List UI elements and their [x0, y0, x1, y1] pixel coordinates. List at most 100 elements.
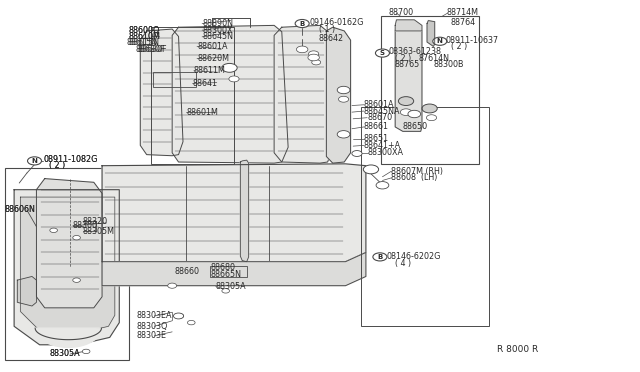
Text: 88615N: 88615N: [126, 38, 157, 47]
Text: 88305M: 88305M: [83, 227, 115, 235]
Text: 88680: 88680: [211, 263, 236, 272]
Text: 88606N: 88606N: [4, 205, 35, 215]
Text: 88650: 88650: [403, 122, 428, 131]
Circle shape: [168, 283, 177, 288]
Bar: [153, 71, 196, 87]
Circle shape: [364, 165, 379, 174]
Circle shape: [308, 54, 319, 61]
Circle shape: [376, 49, 390, 57]
Text: 88610M: 88610M: [129, 32, 161, 41]
Text: 88670: 88670: [367, 113, 392, 122]
Circle shape: [222, 63, 237, 72]
Text: 87614N: 87614N: [419, 54, 450, 63]
Text: ( 2 ): ( 2 ): [395, 54, 412, 63]
Bar: [381, 16, 479, 164]
Bar: [211, 266, 247, 277]
Circle shape: [83, 349, 90, 354]
Bar: [151, 27, 234, 164]
Circle shape: [373, 253, 387, 261]
Text: ( 2 ): ( 2 ): [49, 161, 65, 170]
Circle shape: [408, 110, 420, 118]
Bar: [362, 107, 489, 326]
Text: ( 1 ): ( 1 ): [319, 25, 335, 33]
Text: 88305A: 88305A: [50, 350, 81, 359]
Text: 88651: 88651: [364, 134, 389, 143]
Circle shape: [398, 97, 413, 106]
Text: 88300XA: 88300XA: [368, 148, 404, 157]
Text: 08911-1082G: 08911-1082G: [44, 155, 98, 164]
Text: 08911-1082G: 08911-1082G: [44, 155, 98, 164]
Polygon shape: [395, 20, 422, 31]
Circle shape: [337, 131, 350, 138]
Text: 88303E: 88303E: [136, 331, 166, 340]
Text: 88641+A: 88641+A: [364, 141, 401, 150]
Text: 88764: 88764: [451, 18, 476, 27]
Text: 88608  (LH): 88608 (LH): [392, 173, 438, 182]
Text: ( 4 ): ( 4 ): [395, 259, 412, 268]
Circle shape: [422, 104, 437, 113]
Text: N: N: [437, 38, 443, 44]
Text: 88645NA: 88645NA: [364, 106, 401, 116]
Text: 88660: 88660: [175, 267, 200, 276]
Circle shape: [339, 96, 349, 102]
Circle shape: [229, 76, 239, 82]
Text: 88600Q: 88600Q: [129, 26, 160, 35]
Text: 88600Q: 88600Q: [129, 26, 160, 35]
Text: 88606N: 88606N: [4, 205, 35, 215]
Polygon shape: [102, 253, 366, 286]
Text: 88700: 88700: [388, 8, 413, 17]
Polygon shape: [35, 328, 101, 347]
Text: 88320: 88320: [83, 217, 108, 225]
Text: 88620M: 88620M: [197, 54, 229, 63]
Polygon shape: [172, 25, 288, 163]
Text: 08911-10637: 08911-10637: [445, 36, 499, 45]
Polygon shape: [36, 179, 102, 308]
Polygon shape: [140, 29, 183, 156]
Text: 88642: 88642: [319, 34, 344, 43]
Polygon shape: [274, 25, 333, 163]
Polygon shape: [14, 190, 119, 345]
Circle shape: [50, 228, 58, 232]
Text: 88641: 88641: [193, 79, 218, 88]
Polygon shape: [102, 164, 366, 262]
Text: 88300X: 88300X: [202, 26, 232, 35]
Polygon shape: [241, 160, 248, 262]
Text: 88305A: 88305A: [216, 282, 246, 291]
Circle shape: [337, 86, 350, 94]
Text: 88607M (RH): 88607M (RH): [392, 167, 444, 176]
Text: 88601A: 88601A: [197, 42, 227, 51]
Text: 08363-61238: 08363-61238: [389, 48, 442, 57]
Circle shape: [352, 151, 362, 157]
Text: ( 2 ): ( 2 ): [451, 42, 467, 51]
Text: 88714M: 88714M: [446, 8, 478, 17]
Text: 88300B: 88300B: [433, 60, 464, 70]
Text: 88305A: 88305A: [50, 350, 81, 359]
Bar: [4, 167, 129, 359]
Text: 88610M: 88610M: [129, 32, 161, 41]
Text: 88665N: 88665N: [211, 270, 241, 279]
Circle shape: [188, 320, 195, 325]
Text: 88645N: 88645N: [202, 32, 233, 41]
Text: R 8000 R: R 8000 R: [497, 345, 538, 354]
Text: S: S: [380, 50, 385, 56]
Text: 88300: 88300: [73, 221, 98, 230]
Text: 88890N: 88890N: [202, 19, 233, 28]
Polygon shape: [395, 25, 422, 131]
Text: 88601A: 88601A: [364, 100, 394, 109]
Text: 88765: 88765: [394, 60, 420, 70]
Circle shape: [400, 109, 412, 115]
Text: 88611M: 88611M: [194, 66, 226, 75]
Text: 88303Q: 88303Q: [136, 322, 168, 331]
Circle shape: [312, 60, 321, 65]
Circle shape: [296, 46, 308, 53]
Circle shape: [376, 182, 389, 189]
Circle shape: [73, 278, 81, 282]
Text: ( 2 ): ( 2 ): [49, 161, 65, 170]
Polygon shape: [20, 197, 115, 334]
Text: 08146-6202G: 08146-6202G: [387, 252, 442, 262]
Text: 88661: 88661: [364, 122, 389, 131]
Circle shape: [433, 37, 447, 45]
Text: B: B: [300, 20, 305, 26]
Text: 09146-0162G: 09146-0162G: [310, 18, 364, 27]
Text: N: N: [31, 158, 38, 164]
